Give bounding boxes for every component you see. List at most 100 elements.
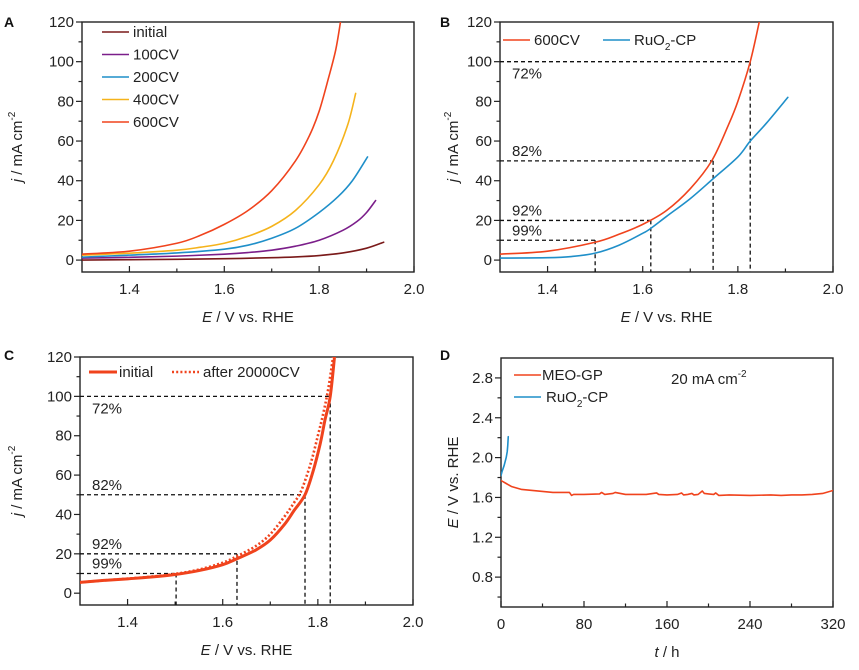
panel-b-legend-label-main: 600CV [534, 32, 580, 49]
panel-d-y-tick-label: 0.8 [472, 569, 493, 586]
panel-a-legend-label: 600CV [133, 114, 179, 131]
panel-d-x-tick-label: 320 [820, 616, 845, 633]
panel-b-y-axis-title-unit: / mA cm [445, 121, 462, 179]
panel-b-legend-label-sub: 2 [665, 42, 671, 53]
panel-a-y-tick-label: 120 [49, 14, 74, 31]
panel-d-legend-label-main: RuO [546, 389, 577, 406]
panel-d: D 0 80 160 240 320 0.8 1.2 1.6 2.0 2.4 2.8 t / h E /… [440, 347, 846, 661]
panel-d-x-tick-label: 240 [737, 616, 762, 633]
panel-c: C 1.4 1.6 1.8 2.0 0 20 40 60 80 100 120 E / V vs. R… [4, 347, 423, 659]
panel-b-efficiency-label: 99% [512, 222, 542, 239]
panel-a-y-axis-title: j / mA cm-2 [7, 111, 26, 184]
panel-c-x-axis-title: E / V vs. RHE [201, 642, 293, 659]
panel-a-series-400cv [82, 92, 357, 256]
panel-b-plot-frame [499, 21, 834, 273]
panel-letter-b: B [440, 14, 450, 30]
panel-a-y-tick-label: 20 [57, 212, 74, 229]
panel-b-y-axis-title-var: j [445, 178, 462, 184]
panel-d-y-tick-label: 1.2 [472, 529, 493, 546]
panel-b-x-tick-label: 2.0 [823, 281, 844, 298]
panel-a: A 1.4 1.6 1.8 2.0 0 20 40 60 80 100 120 E / V vs. R… [4, 14, 424, 326]
panel-b-y-tick-label: 120 [467, 14, 492, 31]
panel-c-x-tick-label: 1.8 [307, 614, 328, 631]
panel-a-series-group [82, 22, 385, 261]
panel-b-efficiency-label: 82% [512, 143, 542, 160]
panel-c-y-tick-label: 20 [55, 546, 72, 563]
panel-a-x-tick-label: 1.8 [309, 281, 330, 298]
panel-d-series-group [501, 435, 833, 497]
panel-c-series-initial [80, 357, 337, 584]
panel-a-y-tick-label: 60 [57, 133, 74, 150]
panel-c-y-tick-label: 0 [64, 585, 72, 602]
panel-c-efficiency-label: 72% [92, 400, 122, 417]
panel-c-y-tick-label: 80 [55, 428, 72, 445]
panel-a-x-axis-title-unit: / V vs. RHE [212, 309, 294, 326]
panel-a-series-initial [82, 241, 385, 261]
panel-d-y-tick-label: 2.4 [472, 410, 493, 427]
panel-a-x-axis-title: E / V vs. RHE [202, 309, 294, 326]
panel-b-efficiency-label: 72% [512, 66, 542, 83]
panel-d-legend-label-main: MEO-GP [542, 367, 603, 384]
panel-c-y-tick-label: 100 [47, 388, 72, 405]
panel-b-legend-label-main: RuO [634, 32, 665, 49]
panel-d-x-axis-title-var: t [654, 644, 659, 661]
panel-letter-a: A [4, 14, 14, 30]
panel-d-series-meo-gp [501, 479, 833, 497]
panel-b-series-group [500, 22, 789, 259]
panel-c-y-tick-label: 40 [55, 506, 72, 523]
panel-c-y-axis-title: j / mA cm-2 [7, 445, 26, 518]
panel-d-y-axis-title-var: E [445, 517, 462, 528]
panel-b-y-tick-label: 80 [475, 93, 492, 110]
panel-c-legend-label: after 20000CV [203, 364, 300, 381]
panel-b-y-tick-label: 20 [475, 212, 492, 229]
panel-c-y-axis-title-var: j [9, 512, 26, 518]
panel-d-x-tick-label: 80 [576, 616, 593, 633]
panel-c-x-tick-label: 1.4 [117, 614, 138, 631]
panel-d-legend-label: MEO-GP [542, 367, 603, 384]
panel-letter-c: C [4, 347, 14, 363]
panel-b-legend-label: RuO2-CP [634, 32, 696, 53]
panel-c-x-axis-title-unit: / V vs. RHE [211, 642, 293, 659]
panel-a-y-tick-label: 0 [66, 252, 74, 269]
panel-b-x-axis-title-unit: / V vs. RHE [631, 309, 713, 326]
panel-b-legend-label-tail: -CP [670, 32, 696, 49]
panel-c-efficiency-label: 92% [92, 536, 122, 553]
panel-b-series-600cv [500, 22, 761, 255]
panel-c-y-axis-title-sup: -2 [7, 445, 18, 454]
panel-a-legend-label: 400CV [133, 92, 179, 109]
panel-b-y-tick-label: 100 [467, 54, 492, 71]
panel-d-current-density-annotation: 20 mA cm-2 [671, 369, 747, 388]
panel-a-x-tick-label: 2.0 [404, 281, 425, 298]
panel-letter-d: D [440, 347, 450, 363]
panel-a-y-axis-title-sup: -2 [7, 111, 18, 120]
panel-a-y-axis-title-var: j [9, 178, 26, 184]
panel-a-x-tick-label: 1.6 [214, 281, 235, 298]
panel-a-series-600cv [82, 22, 342, 255]
panel-c-x-tick-label: 2.0 [403, 614, 424, 631]
panel-b-y-tick-label: 40 [475, 173, 492, 190]
panel-d-annotation-main: 20 mA cm [671, 371, 738, 388]
panel-b-x-axis-title: E / V vs. RHE [621, 309, 713, 326]
panel-b-series-ruo2-cp [500, 96, 789, 259]
panel-a-legend-label: 100CV [133, 47, 179, 64]
panel-c-x-tick-label: 1.6 [212, 614, 233, 631]
panel-d-legend-label-sub: 2 [577, 399, 583, 410]
panel-c-y-tick-label: 60 [55, 467, 72, 484]
panel-b-y-axis-title: j / mA cm-2 [443, 111, 462, 184]
panel-c-y-tick-label: 120 [47, 349, 72, 366]
panel-d-y-tick-label: 2.8 [472, 370, 493, 387]
panel-b-x-axis-title-var: E [621, 309, 632, 326]
panel-a-series-100cv [82, 199, 377, 259]
panel-d-x-tick-label: 0 [497, 616, 505, 633]
panel-d-x-tick-label: 160 [654, 616, 679, 633]
panel-d-y-tick-label: 1.6 [472, 489, 493, 506]
panel-b-y-axis-title-sup: -2 [443, 111, 454, 120]
panel-a-series-200cv [82, 156, 369, 258]
panel-d-y-axis-title-unit: / V vs. RHE [445, 437, 462, 519]
panel-a-y-tick-label: 40 [57, 173, 74, 190]
panel-b-y-tick-label: 60 [475, 133, 492, 150]
panel-a-y-tick-label: 80 [57, 93, 74, 110]
panel-c-efficiency-label: 99% [92, 556, 122, 573]
panel-d-y-tick-label: 2.0 [472, 450, 493, 467]
